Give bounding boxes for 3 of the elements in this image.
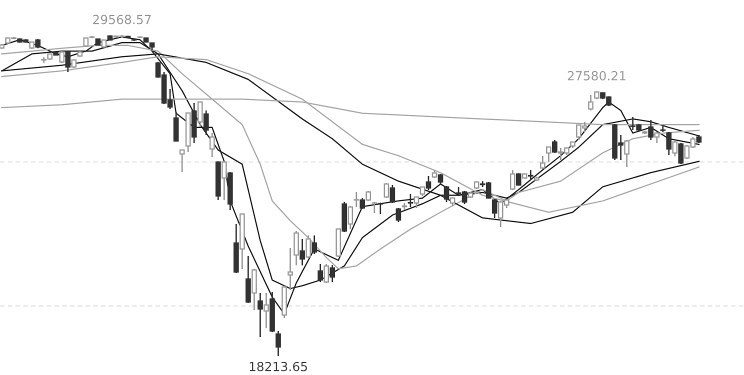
annotation: 27580.21 [568,71,626,80]
annotation: 29568.57 [93,14,151,24]
annotation: 18213.65 [250,362,307,372]
